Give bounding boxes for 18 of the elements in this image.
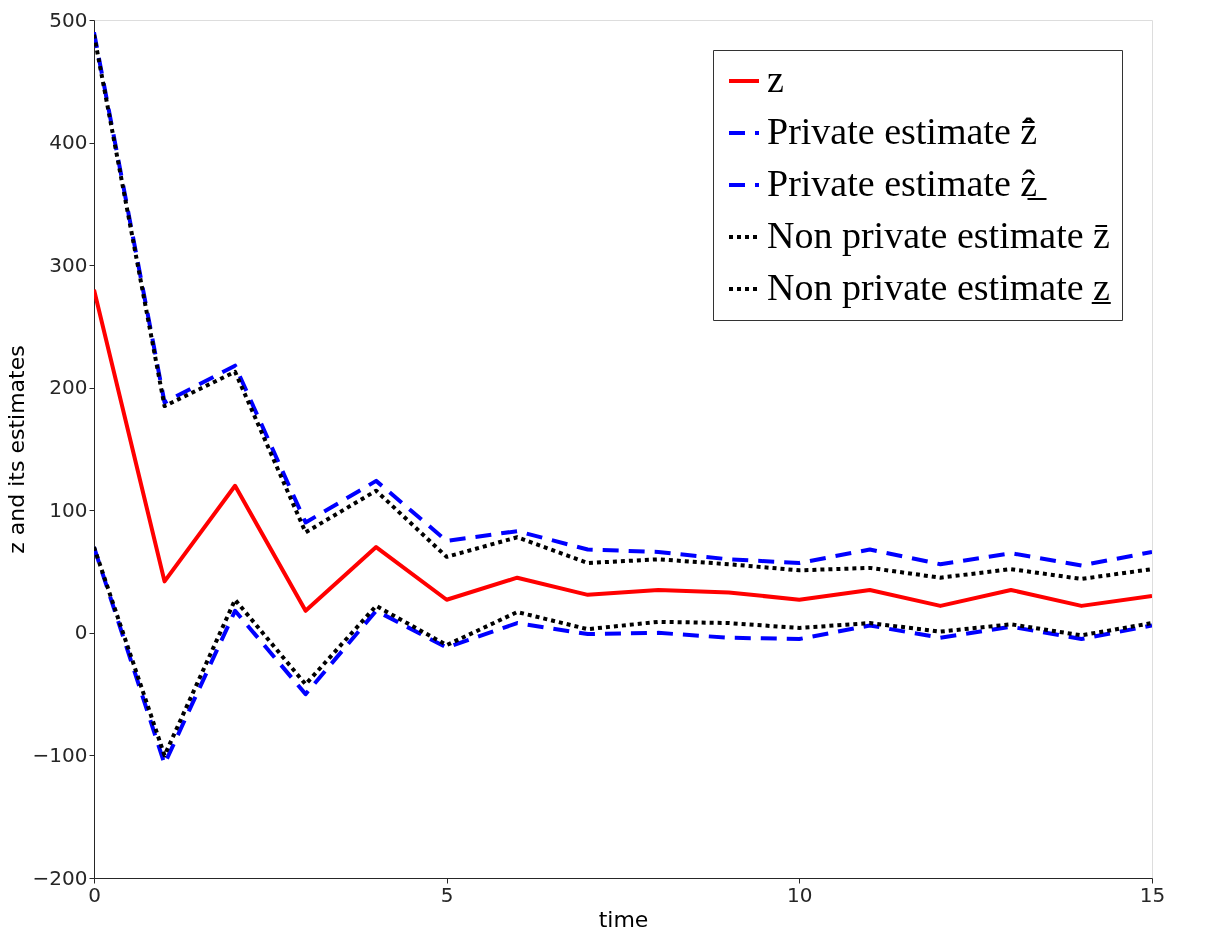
y-tick-label: 100 bbox=[49, 497, 88, 522]
x-tick-label: 10 bbox=[787, 882, 813, 907]
y-tick-label: 500 bbox=[49, 7, 88, 32]
x-axis-title: time bbox=[598, 906, 649, 932]
y-tick-label: 200 bbox=[49, 375, 88, 400]
y-tick-label: −200 bbox=[32, 865, 88, 890]
y-tick-label: 0 bbox=[74, 620, 88, 645]
y-tick-label: 300 bbox=[49, 252, 88, 277]
x-tick-label: 15 bbox=[1139, 882, 1166, 907]
y-tick-label: 400 bbox=[49, 130, 88, 155]
legend-label: Private estimate ẑ̲ bbox=[767, 162, 1048, 204]
legend-label: Private estimate z̄̂ bbox=[767, 110, 1038, 152]
legend-label: Non private estimate z̄ bbox=[767, 214, 1110, 256]
x-tick-label: 5 bbox=[440, 882, 454, 907]
legend-label: Non private estimate z̲ bbox=[767, 266, 1112, 308]
y-tick-label: −100 bbox=[32, 742, 88, 767]
legend-label: z bbox=[767, 58, 784, 100]
y-axis-title: z and its estimates bbox=[3, 345, 29, 554]
